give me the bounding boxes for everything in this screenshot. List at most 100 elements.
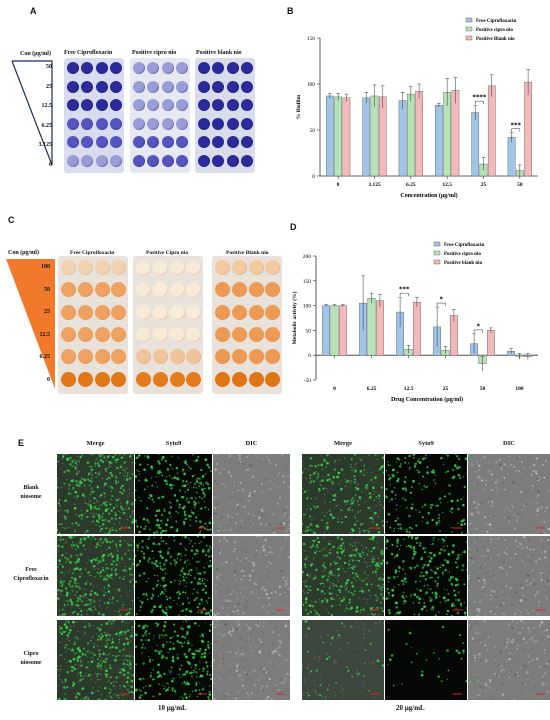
dic-texture	[226, 614, 228, 616]
dic-texture	[216, 576, 219, 579]
bacteria-dot	[195, 681, 198, 684]
bacteria-dot	[168, 647, 172, 651]
dic-texture	[226, 514, 230, 518]
chart-b-x-title: Concentration (µg/ml)	[400, 192, 457, 199]
dic-texture	[266, 548, 269, 552]
dic-texture	[544, 664, 547, 668]
merge-texture	[340, 480, 343, 482]
bacteria-dot	[97, 567, 99, 570]
dic-texture	[532, 525, 535, 528]
bacteria-dot	[173, 562, 176, 565]
dic-texture	[230, 529, 232, 532]
dic-texture	[519, 477, 522, 480]
bacteria-dot	[348, 560, 351, 562]
dic-texture	[512, 513, 516, 516]
bacteria-dot	[167, 683, 169, 685]
bacteria-dot	[105, 527, 108, 530]
panel-e-row-label-line: Ciprofloxacin	[13, 576, 49, 582]
bacteria-dot	[86, 461, 90, 464]
dic-texture	[547, 583, 549, 586]
plate-well	[152, 349, 168, 365]
merge-texture	[126, 495, 129, 497]
bacteria-dot	[129, 667, 132, 670]
bacteria-dot	[408, 454, 411, 458]
bacteria-dot	[69, 462, 72, 466]
bacteria-dot	[131, 520, 134, 524]
bacteria-dot	[164, 588, 166, 590]
bacteria-dot	[334, 562, 337, 565]
bacteria-dot	[168, 483, 172, 487]
dic-texture	[231, 693, 234, 696]
bacteria-dot	[118, 543, 122, 547]
bacteria-dot	[104, 687, 107, 690]
bacteria-dot	[165, 476, 168, 478]
merge-texture	[309, 574, 312, 577]
bacteria-dot	[172, 536, 176, 538]
merge-texture	[318, 659, 320, 661]
bacteria-dot	[57, 555, 59, 557]
plate-well	[240, 136, 253, 148]
panel-e-header-syto9: Syto9	[165, 440, 182, 447]
bacteria-dot	[456, 499, 459, 502]
plate-well	[136, 304, 151, 320]
dic-texture	[260, 513, 264, 516]
bacteria-dot	[422, 475, 425, 478]
bacteria-dot	[119, 502, 122, 504]
bacteria-dot	[110, 498, 112, 501]
bacteria-dot	[465, 607, 467, 609]
bacteria-dot	[159, 527, 162, 530]
bacteria-dot	[184, 548, 186, 550]
panel-letter-e: E	[18, 438, 25, 448]
bacteria-dot	[195, 667, 197, 669]
dic-texture	[527, 620, 531, 624]
dic-texture	[541, 544, 545, 548]
bacteria-dot	[446, 454, 449, 457]
bacteria-dot	[367, 530, 370, 533]
bacteria-dot	[464, 614, 467, 616]
dic-texture	[524, 467, 527, 470]
bacteria-dot	[119, 614, 122, 616]
dic-texture	[278, 690, 282, 693]
dic-texture	[540, 678, 543, 681]
bacteria-dot	[403, 480, 407, 484]
merge-texture	[114, 466, 116, 468]
bacteria-dot	[356, 575, 359, 578]
merge-texture	[306, 505, 309, 507]
bacteria-dot	[436, 504, 439, 507]
plate-well	[248, 326, 264, 342]
bacteria-dot	[111, 528, 115, 532]
bacteria-dot	[370, 612, 373, 615]
merge-texture	[364, 486, 366, 488]
plate-well	[215, 371, 230, 387]
merge-texture	[338, 648, 341, 650]
dic-texture	[218, 548, 221, 552]
bacteria-dot	[154, 622, 157, 625]
merge-texture	[117, 550, 119, 552]
bacteria-dot	[164, 572, 167, 575]
bacteria-dot	[58, 629, 60, 631]
bacteria-dot	[108, 508, 110, 510]
bacteria-dot	[185, 500, 188, 502]
merge-texture	[105, 470, 107, 473]
bacteria-dot	[328, 572, 331, 575]
dic-texture	[234, 697, 237, 700]
bacteria-dot	[92, 558, 95, 561]
merge-texture	[358, 597, 361, 599]
dic-texture	[544, 559, 547, 562]
bacteria-dot	[302, 570, 304, 574]
dic-texture	[278, 682, 282, 686]
plate-well	[240, 117, 253, 130]
bacteria-dot	[182, 578, 186, 582]
merge-texture	[332, 686, 334, 689]
bacteria-dot	[428, 555, 430, 557]
bacteria-dot	[458, 651, 461, 655]
dic-texture	[255, 504, 257, 506]
bacteria-dot	[463, 522, 466, 526]
bacteria-dot	[209, 673, 212, 676]
bacteria-dot	[198, 514, 200, 516]
bacteria-dot	[169, 581, 172, 584]
merge-texture	[124, 666, 127, 668]
bacteria-dot	[126, 500, 129, 503]
bacteria-dot	[434, 478, 436, 480]
dic-texture	[527, 461, 530, 463]
